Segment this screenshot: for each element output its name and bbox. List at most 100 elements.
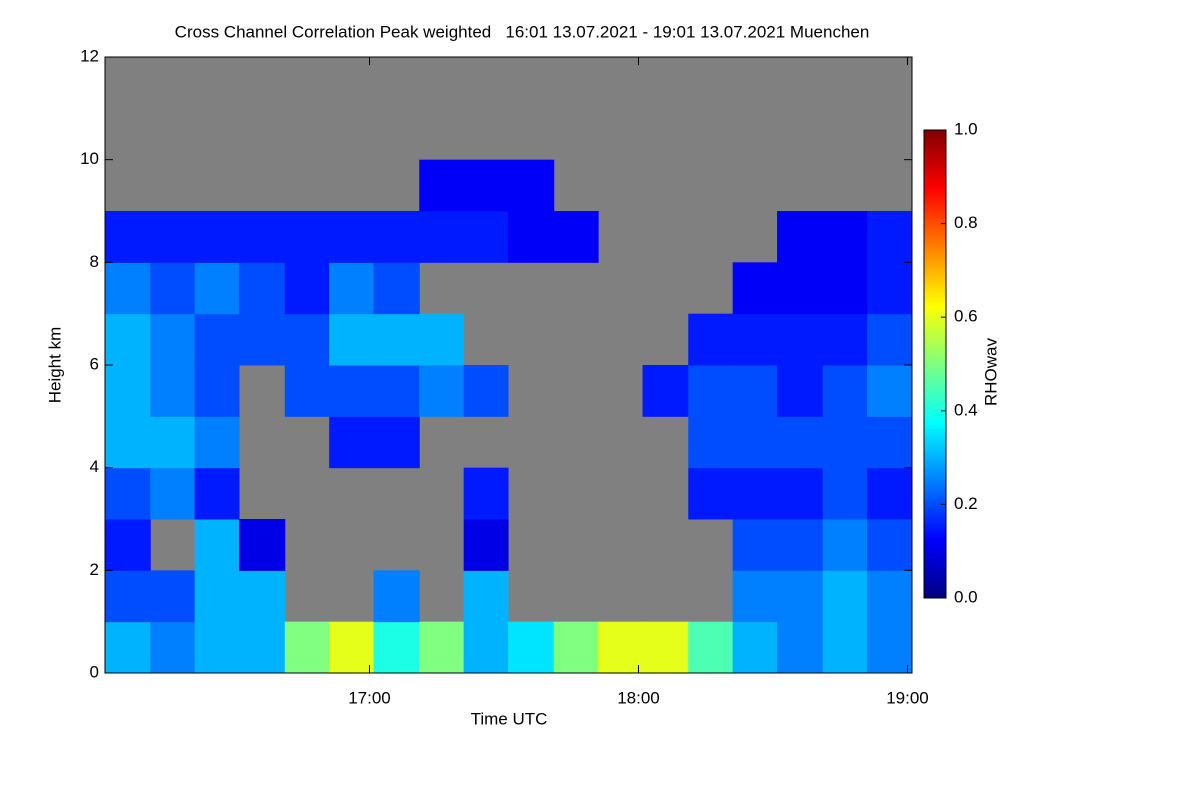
y-tick-label: 8 (90, 252, 99, 271)
heatmap-cell (867, 313, 913, 366)
y-tick-label: 12 (80, 46, 99, 65)
heatmap-cell (867, 211, 913, 263)
heatmap-cell (463, 159, 509, 212)
heatmap-cell (284, 621, 330, 674)
heatmap-cell (105, 211, 151, 263)
heatmap-cell (329, 313, 375, 366)
heatmap-cell (777, 570, 824, 623)
heatmap-cell (642, 621, 689, 674)
heatmap-cell (867, 365, 913, 417)
heatmap-cell (194, 313, 240, 366)
plot-area (105, 57, 913, 674)
heatmap-cell (150, 313, 196, 366)
heatmap-cell (150, 467, 196, 520)
heatmap-cell (105, 570, 151, 623)
heatmap-cell (688, 467, 734, 520)
heatmap-cell (822, 570, 868, 623)
heatmap-cell (373, 365, 420, 417)
heatmap-cell (194, 467, 240, 520)
heatmap-cell (867, 570, 913, 623)
heatmap-cell (150, 621, 196, 674)
heatmap-cell (373, 262, 420, 315)
heatmap-cell (508, 211, 555, 263)
heatmap-cell (732, 313, 778, 366)
heatmap-cell (239, 211, 286, 263)
chart-title: Cross Channel Correlation Peak weighted … (175, 22, 870, 41)
heatmap-cell (419, 313, 465, 366)
heatmap-cell (373, 621, 420, 674)
y-tick-label: 4 (90, 457, 99, 476)
heatmap-cell (329, 211, 375, 263)
heatmap-cell (150, 416, 196, 469)
heatmap-cell (777, 621, 824, 674)
heatmap-cell (194, 519, 240, 571)
heatmap-cell (239, 262, 286, 315)
y-tick-label: 2 (90, 560, 99, 579)
heatmap-cell (553, 621, 599, 674)
heatmap-cell (284, 262, 330, 315)
heatmap-cell (194, 262, 240, 315)
heatmap-cell (105, 365, 151, 417)
heatmap-cell (463, 621, 509, 674)
heatmap-cell (329, 416, 375, 469)
heatmap-cell (822, 211, 868, 263)
heatmap-cell (777, 467, 824, 520)
heatmap-cell (194, 416, 240, 469)
heatmap-cell (777, 211, 824, 263)
x-tick-label: 17:00 (348, 688, 391, 707)
heatmap-cell (822, 262, 868, 315)
heatmap-cell (867, 416, 913, 469)
x-tick-label: 18:00 (617, 688, 660, 707)
y-tick-label: 10 (80, 149, 99, 168)
heatmap-cell (867, 621, 913, 674)
heatmap-cell (329, 365, 375, 417)
colorbar-tick-label: 0.8 (954, 213, 978, 232)
colorbar-tick-label: 0.0 (954, 587, 978, 606)
heatmap-cell (732, 416, 778, 469)
heatmap-cell (150, 262, 196, 315)
heatmap-cell (373, 313, 420, 366)
heatmap-cell (105, 416, 151, 469)
heatmap-cell (598, 621, 644, 674)
heatmap-cell (419, 211, 465, 263)
heatmap-cell (105, 621, 151, 674)
y-axis-label: Height km (45, 327, 64, 404)
heatmap-cell (553, 211, 599, 263)
colorbar-tick-label: 0.6 (954, 307, 978, 326)
heatmap-cell (463, 519, 509, 571)
heatmap-cell (777, 262, 824, 315)
heatmap-cell (463, 570, 509, 623)
heatmap-cell (463, 467, 509, 520)
heatmap-cell (777, 365, 824, 417)
heatmap-cell (105, 519, 151, 571)
heatmap-cell (732, 365, 778, 417)
heatmap-cell (284, 313, 330, 366)
heatmap-cell (822, 365, 868, 417)
colorbar (923, 129, 947, 599)
heatmap-cell (867, 262, 913, 315)
heatmap-cell (419, 621, 465, 674)
heatmap-cell (329, 262, 375, 315)
heatmap-cell (688, 416, 734, 469)
x-tick-label: 19:00 (886, 688, 929, 707)
heatmap-cell (373, 416, 420, 469)
heatmap-cell (239, 519, 286, 571)
heatmap-cell (688, 621, 734, 674)
heatmap-cell (822, 467, 868, 520)
heatmap-cell (150, 365, 196, 417)
heatmap-cell (508, 159, 555, 212)
heatmap-cell (105, 467, 151, 520)
y-tick-label: 0 (90, 662, 99, 681)
heatmap-cell (732, 519, 778, 571)
heatmap-cell (732, 262, 778, 315)
x-axis-label: Time UTC (471, 709, 548, 728)
heatmap-cell (822, 313, 868, 366)
heatmap-cell (732, 570, 778, 623)
heatmap-cell (194, 570, 240, 623)
colorbar-tick-label: 0.2 (954, 494, 978, 513)
heatmap-cell (194, 365, 240, 417)
heatmap-cell (777, 313, 824, 366)
heatmap-cell (732, 621, 778, 674)
